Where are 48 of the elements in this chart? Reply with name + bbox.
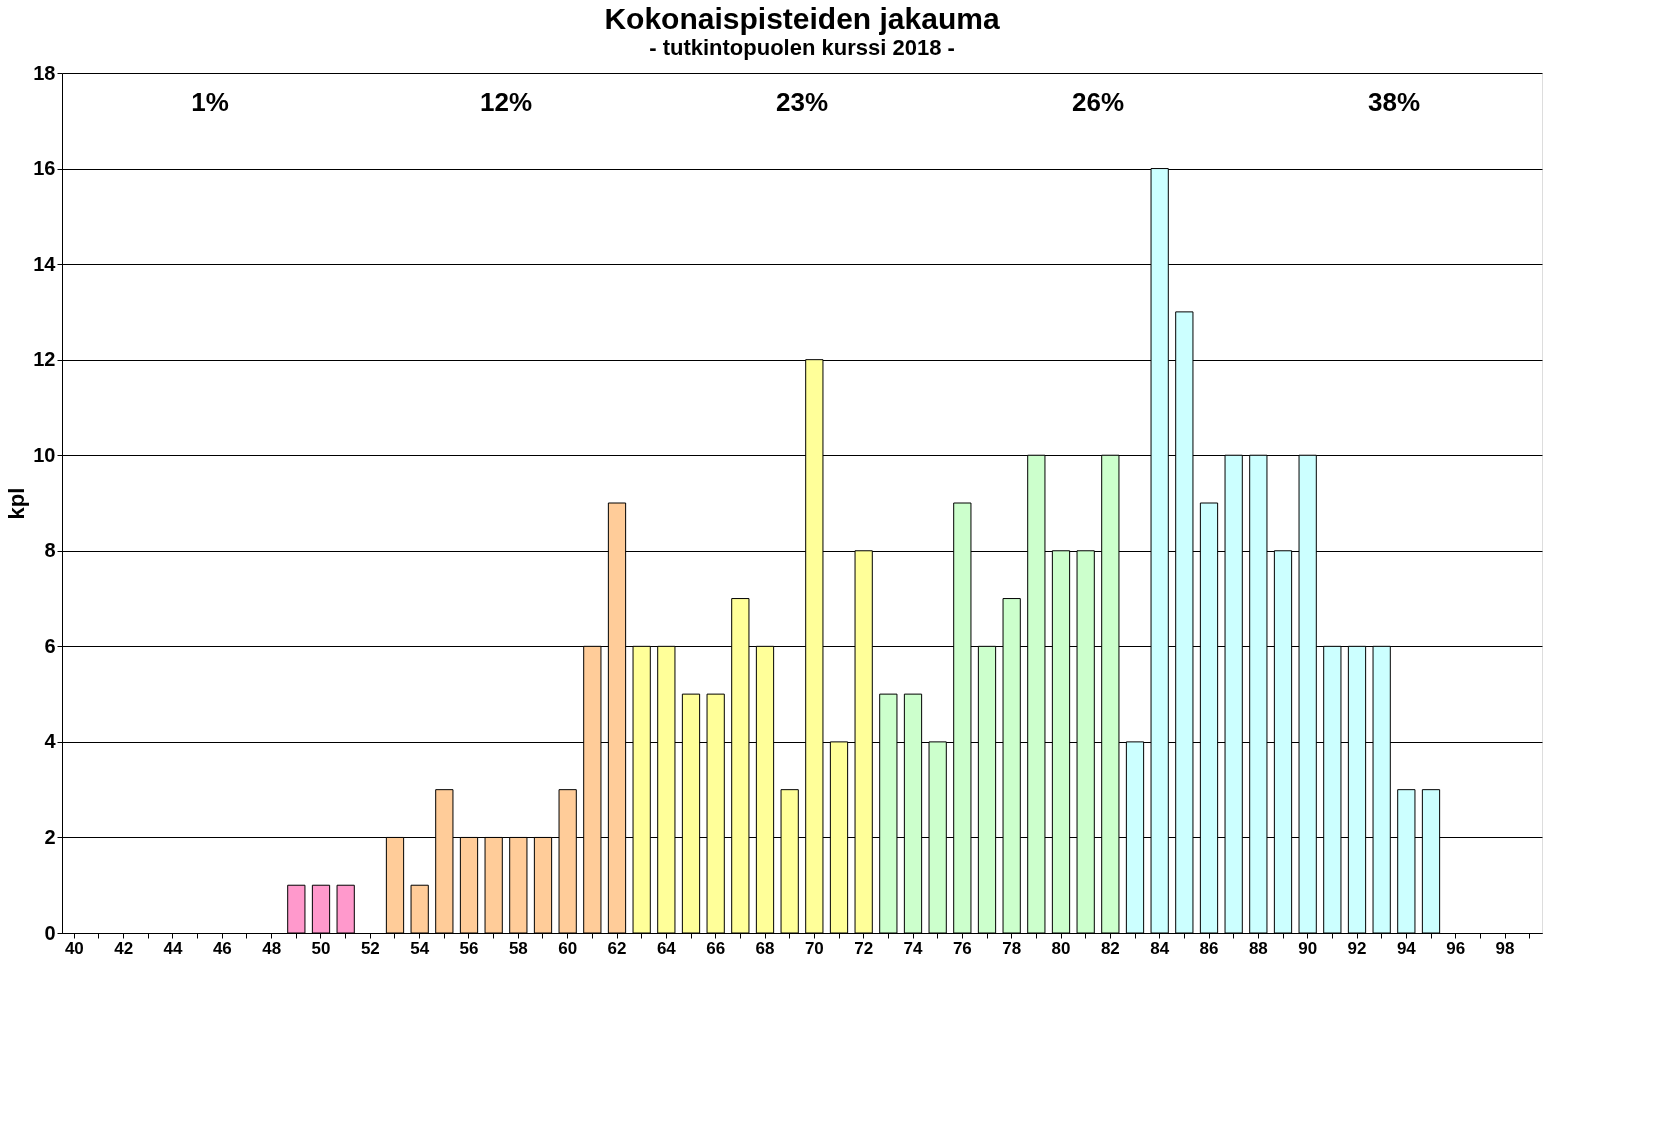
x-tick-label: 70 <box>804 938 824 958</box>
x-tick-label: 44 <box>163 938 183 958</box>
x-tick-label: 62 <box>607 938 627 958</box>
x-tick-label: 74 <box>903 938 923 958</box>
x-tick-label: 50 <box>311 938 331 958</box>
x-tick-label: 78 <box>1002 938 1022 958</box>
y-tick-label: 12 <box>33 348 56 371</box>
y-tick-label: 4 <box>44 730 57 753</box>
x-tick-label: 40 <box>64 938 84 958</box>
x-tick-label: 96 <box>1446 938 1466 958</box>
x-tick-label: 84 <box>1150 938 1170 958</box>
y-tick-label: 18 <box>33 61 56 84</box>
x-tick-label: 58 <box>508 938 528 958</box>
annotation: 23% <box>775 87 829 118</box>
y-tick-label: 16 <box>33 157 56 180</box>
y-tick-label: 14 <box>33 252 57 275</box>
x-tick-label: 72 <box>854 938 874 958</box>
chart-title: Kokonaispisteiden jakauma <box>604 2 1000 35</box>
x-tick-label: 48 <box>262 938 282 958</box>
y-tick-label: 6 <box>44 634 56 657</box>
x-tick-label: 76 <box>952 938 972 958</box>
y-axis-title: kpl <box>4 487 30 520</box>
x-tick-label: 94 <box>1396 938 1417 958</box>
x-tick-label: 88 <box>1248 938 1268 958</box>
x-tick-label: 52 <box>360 938 380 958</box>
x-tick-label: 86 <box>1199 938 1219 958</box>
x-tick-label: 54 <box>410 938 430 958</box>
y-tick-label: 8 <box>44 539 56 562</box>
annotation: 26% <box>1071 87 1125 118</box>
x-tick-label: 60 <box>558 938 578 958</box>
x-tick-label: 68 <box>755 938 775 958</box>
x-tick-label: 98 <box>1495 938 1515 958</box>
y-tick-label: 10 <box>33 443 56 466</box>
y-tick-label: 0 <box>44 921 56 944</box>
x-tick-label: 80 <box>1051 938 1071 958</box>
annotation: 38% <box>1367 87 1421 118</box>
x-tick-label: 42 <box>114 938 134 958</box>
x-tick-label: 46 <box>212 938 232 958</box>
x-tick-label: 90 <box>1298 938 1318 958</box>
x-tick-label: 92 <box>1347 938 1367 958</box>
x-tick-label: 56 <box>459 938 479 958</box>
y-tick-label: 2 <box>44 825 56 848</box>
x-tick-label: 82 <box>1100 938 1120 958</box>
x-tick-label: 64 <box>656 938 677 958</box>
annotation: 12% <box>479 87 533 118</box>
annotation: 1% <box>191 87 229 118</box>
chart-subtitle: - tutkintopuolen kurssi 2018 - <box>649 35 955 60</box>
x-tick-label: 66 <box>706 938 726 958</box>
